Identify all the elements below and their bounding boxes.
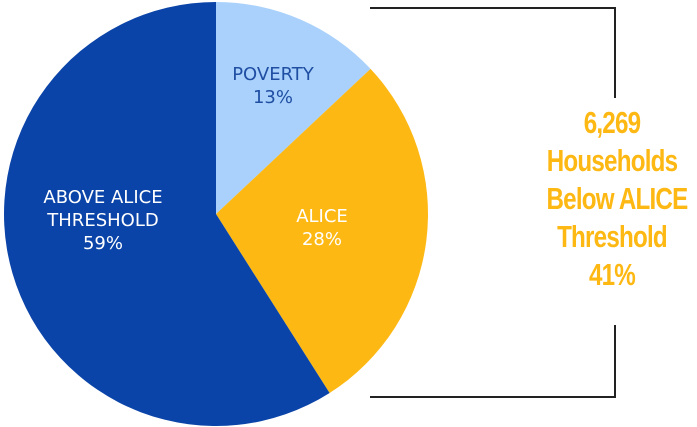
callout-percent: 41% (588, 257, 636, 292)
slice-label-line: ALICE (296, 206, 348, 227)
slice-label-alice: ALICE 28% (296, 206, 348, 250)
slice-label-poverty: POVERTY 13% (232, 64, 315, 108)
slice-label-line: ABOVE ALICE (43, 187, 162, 208)
pie-slice-alice (216, 68, 428, 393)
pie-slice-poverty (216, 2, 371, 214)
pie-slice-above-alice (3, 2, 330, 426)
callout-households: Households (546, 143, 678, 178)
callout-count: 6,269 (583, 105, 641, 140)
slice-percent: 28% (302, 229, 342, 250)
callout-threshold: Threshold (557, 219, 668, 254)
slice-percent: 13% (253, 87, 293, 108)
slice-label-line: THRESHOLD (46, 210, 158, 231)
below-threshold-callout: 6,269 Households Below ALICE Threshold 4… (546, 104, 688, 294)
slice-percent: 59% (83, 233, 123, 254)
callout-below-alice: Below ALICE (546, 181, 688, 216)
slice-label-line: POVERTY (232, 64, 315, 85)
slice-label-above-alice: ABOVE ALICE THRESHOLD 59% (43, 187, 162, 254)
